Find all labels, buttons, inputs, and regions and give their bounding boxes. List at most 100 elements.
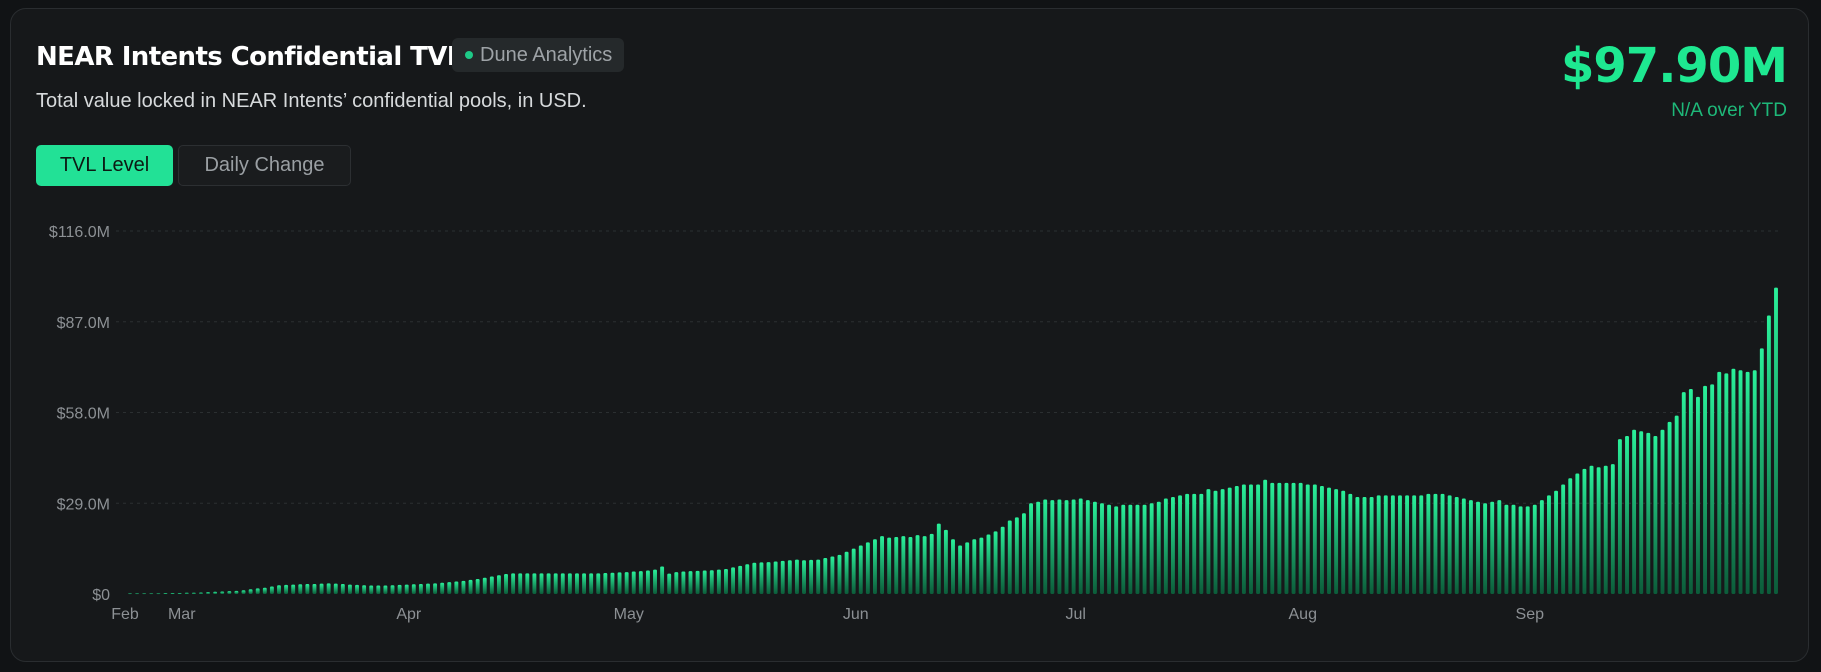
bar[interactable]: [1305, 484, 1310, 594]
bar[interactable]: [951, 539, 955, 594]
bar[interactable]: [610, 572, 615, 594]
bar[interactable]: [291, 584, 296, 594]
bar[interactable]: [135, 593, 140, 595]
bar[interactable]: [830, 556, 835, 594]
bar[interactable]: [333, 583, 338, 594]
bar[interactable]: [340, 583, 345, 594]
bar[interactable]: [894, 537, 899, 594]
bar[interactable]: [1582, 468, 1587, 594]
bar[interactable]: [142, 593, 147, 595]
bar[interactable]: [546, 573, 551, 594]
bar[interactable]: [1064, 500, 1069, 594]
bar[interactable]: [1163, 498, 1168, 594]
bar[interactable]: [1241, 484, 1246, 594]
bar[interactable]: [1298, 482, 1303, 594]
bar[interactable]: [1142, 504, 1147, 594]
bar[interactable]: [269, 586, 274, 594]
bar[interactable]: [922, 536, 927, 594]
bar[interactable]: [539, 573, 544, 594]
bar[interactable]: [1419, 495, 1424, 594]
bar[interactable]: [355, 584, 359, 594]
bar[interactable]: [227, 591, 232, 594]
bar[interactable]: [1114, 506, 1119, 594]
bar[interactable]: [1327, 487, 1331, 594]
bar[interactable]: [596, 573, 601, 594]
bar[interactable]: [1703, 385, 1707, 594]
bar[interactable]: [504, 573, 508, 594]
bar[interactable]: [1724, 373, 1729, 594]
bar[interactable]: [1468, 500, 1473, 594]
bar[interactable]: [986, 534, 991, 594]
bar[interactable]: [1667, 421, 1672, 594]
bar[interactable]: [1646, 432, 1651, 594]
bar[interactable]: [156, 593, 161, 595]
bar[interactable]: [759, 562, 764, 594]
bar[interactable]: [1355, 496, 1360, 594]
bar[interactable]: [319, 583, 324, 594]
bar[interactable]: [199, 592, 203, 594]
source-badge[interactable]: Dune Analytics: [452, 38, 625, 72]
bar[interactable]: [1461, 498, 1466, 594]
bar[interactable]: [1766, 315, 1771, 594]
bar[interactable]: [1561, 484, 1566, 594]
bar[interactable]: [1107, 504, 1112, 594]
bar[interactable]: [1178, 495, 1182, 594]
bar[interactable]: [1717, 371, 1722, 594]
bar[interactable]: [461, 580, 466, 594]
bar[interactable]: [454, 581, 459, 594]
bar[interactable]: [1029, 503, 1033, 594]
bar[interactable]: [1000, 526, 1005, 594]
bar[interactable]: [802, 560, 806, 594]
bar[interactable]: [1085, 500, 1090, 594]
bar[interactable]: [1412, 495, 1417, 594]
bar[interactable]: [1731, 368, 1736, 594]
bar[interactable]: [1121, 504, 1126, 594]
tab-tvl-level[interactable]: TVL Level: [36, 145, 173, 186]
bar[interactable]: [362, 585, 367, 594]
bar[interactable]: [468, 579, 473, 594]
bar[interactable]: [1348, 493, 1353, 594]
bar[interactable]: [1383, 495, 1388, 594]
bar[interactable]: [724, 568, 728, 594]
bar[interactable]: [1135, 504, 1140, 594]
bar[interactable]: [1688, 389, 1693, 594]
bar[interactable]: [1291, 482, 1296, 594]
bar[interactable]: [582, 573, 587, 594]
bar[interactable]: [752, 562, 757, 594]
bar[interactable]: [1738, 370, 1743, 594]
bar[interactable]: [915, 535, 920, 594]
bar[interactable]: [1170, 496, 1175, 594]
bar[interactable]: [638, 571, 643, 594]
bar[interactable]: [255, 588, 260, 594]
bar[interactable]: [1043, 499, 1048, 594]
bar[interactable]: [433, 583, 438, 594]
bar[interactable]: [383, 585, 388, 594]
bar[interactable]: [1504, 504, 1509, 594]
bar[interactable]: [943, 529, 948, 594]
bar[interactable]: [1256, 484, 1261, 594]
bar[interactable]: [631, 571, 636, 594]
bar[interactable]: [787, 560, 792, 594]
bar[interactable]: [1014, 517, 1019, 594]
bar[interactable]: [1078, 498, 1083, 594]
bar[interactable]: [277, 585, 281, 594]
bar[interactable]: [1696, 396, 1700, 594]
bar[interactable]: [1752, 370, 1757, 594]
bar[interactable]: [1334, 489, 1339, 594]
bar[interactable]: [837, 554, 842, 594]
bar[interactable]: [958, 545, 963, 595]
bar[interactable]: [248, 589, 253, 594]
bar[interactable]: [560, 573, 565, 594]
bar[interactable]: [1596, 467, 1601, 594]
bar[interactable]: [702, 570, 707, 594]
bar[interactable]: [404, 584, 409, 594]
bar[interactable]: [426, 583, 430, 594]
bar[interactable]: [709, 570, 714, 594]
bar[interactable]: [1632, 429, 1637, 594]
bar[interactable]: [1312, 484, 1317, 594]
bar[interactable]: [397, 584, 402, 594]
bar[interactable]: [716, 569, 721, 594]
bar[interactable]: [532, 573, 537, 594]
bar[interactable]: [851, 548, 856, 595]
bar[interactable]: [1497, 500, 1502, 594]
